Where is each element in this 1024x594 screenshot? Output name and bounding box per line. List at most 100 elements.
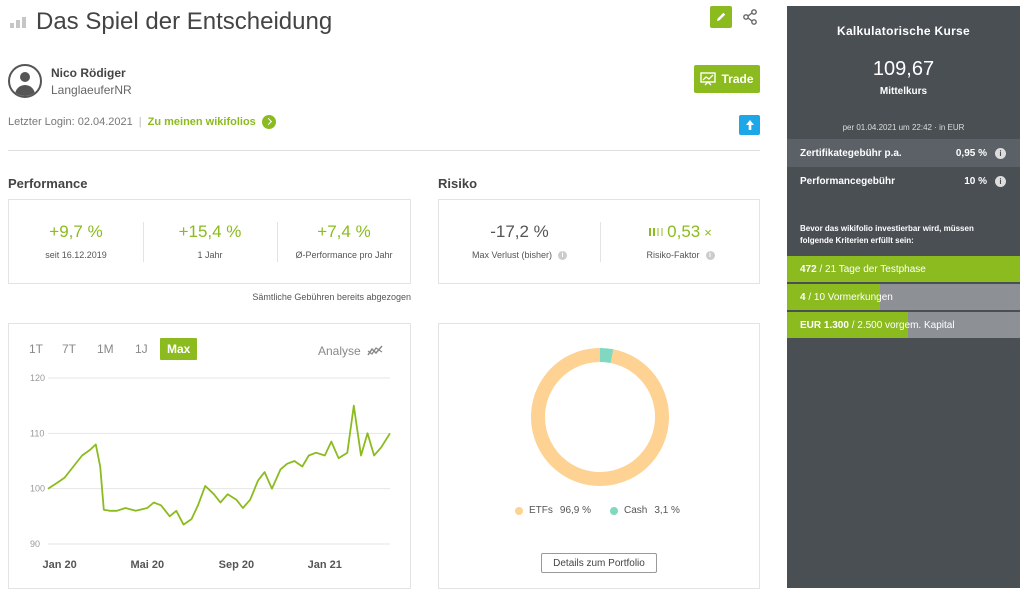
stat-label: Risiko-Faktor [646, 250, 700, 260]
login-row: Letzter Login: 02.04.2021 | Zu meinen wi… [8, 115, 276, 129]
info-icon[interactable]: i [705, 251, 715, 261]
divider [8, 150, 760, 151]
progress-fill [787, 312, 909, 338]
range-button-7t[interactable]: 7T [62, 342, 77, 356]
arrow-up-icon [745, 120, 754, 130]
info-icon[interactable]: i [995, 175, 1006, 187]
progress-current: EUR 1.300 [800, 320, 849, 331]
stat-avg-per-year: +7,4 % Ø-Performance pro Jahr [277, 200, 411, 284]
y-tick-label: 120 [30, 373, 45, 383]
stat-label: Max Verlust (bisher) [471, 250, 553, 260]
progress-rest: / 10 Vormerkungen [805, 292, 893, 303]
risk-bars-icon [649, 228, 664, 236]
edit-button[interactable] [710, 6, 732, 28]
user-avatar-icon[interactable] [8, 64, 42, 98]
risk-heading: Risiko [438, 176, 478, 191]
analyse-button[interactable]: Analyse [318, 344, 383, 358]
separator: | [138, 116, 142, 128]
portfolio-details-button[interactable]: Details zum Portfolio [541, 553, 657, 573]
legend-etfs: ETFs 96,9 % [515, 505, 591, 516]
donut-slice-cash[interactable] [599, 348, 614, 364]
y-tick-label: 110 [30, 428, 44, 438]
x-tick-label: Jan 21 [308, 559, 342, 571]
donut-slice-etfs[interactable] [531, 348, 669, 486]
range-button-1j[interactable]: 1J [135, 342, 148, 356]
progress-current: 472 [800, 264, 817, 275]
legend-value: 96,9 % [559, 505, 592, 516]
chart-analysis-icon [367, 345, 383, 356]
stat-risk-factor: 0,53 × Risiko-Faktor i [600, 200, 761, 284]
stat-label: 1 Jahr [197, 250, 223, 260]
range-button-1m[interactable]: 1M [97, 342, 114, 356]
risk-card: -17,2 % Max Verlust (bisher) i 0,53 × Risi… [438, 199, 760, 284]
x-tick-label: Sep 20 [219, 559, 254, 571]
legend-cash: Cash 3,1 % [610, 505, 680, 516]
progress-test-phase: 472 / 21 Tage der Testphase [787, 256, 1020, 282]
portfolio-donut-chart[interactable] [525, 342, 675, 492]
stat-value: +15,4 % [178, 222, 242, 241]
fee-label: Performancegebühr [800, 175, 896, 187]
my-wikifolios-link[interactable]: Zu meinen wikifolios [147, 116, 256, 128]
stat-label: seit 16.12.2019 [45, 250, 107, 260]
stat-one-year: +15,4 % 1 Jahr [143, 200, 277, 284]
legend-value: 3,1 % [654, 505, 680, 516]
presentation-chart-icon [700, 72, 717, 86]
price-date: per 01.04.2021 um 22:42 · in EUR [842, 123, 965, 132]
arrow-right-circle-icon[interactable] [261, 115, 276, 129]
stat-max-loss: -17,2 % Max Verlust (bisher) i [439, 200, 600, 284]
stat-value: -17,2 % [490, 222, 549, 241]
legend-label: Cash [624, 505, 648, 516]
bar-chart-icon [10, 16, 26, 28]
range-button-max[interactable]: Max [160, 338, 198, 360]
stat-since-start: +9,7 % seit 16.12.2019 [9, 200, 143, 284]
stat-label: Ø-Performance pro Jahr [295, 250, 393, 260]
legend-label: ETFs [529, 505, 553, 516]
progress-capital: EUR 1.300 / 2.500 vorgem. Kapital [787, 312, 1020, 338]
info-icon[interactable]: i [995, 147, 1006, 159]
fee-row-performance: Performancegebühr 10 % i [787, 167, 1020, 195]
analyse-label: Analyse [318, 344, 361, 358]
progress-rest: / 21 Tage der Testphase [816, 264, 926, 275]
fee-label: Zertifikategebühr p.a. [800, 147, 902, 159]
share-icon[interactable] [741, 8, 759, 26]
price-sidebar: Kalkulatorische Kurse 109,67 Mittelkurs … [787, 6, 1020, 588]
risk-factor-suffix: × [704, 224, 712, 240]
user-name[interactable]: Nico Rödiger [51, 65, 126, 80]
stat-value: +9,7 % [49, 222, 103, 241]
user-info: Nico Rödiger LanglaeuferNR [8, 64, 132, 98]
x-tick-label: Jan 20 [42, 559, 76, 571]
portfolio-card [438, 323, 760, 589]
risk-factor-value: 0,53 [667, 222, 701, 241]
progress-fill [787, 284, 881, 310]
stat-value: +7,4 % [317, 222, 371, 241]
trade-button[interactable]: Trade [694, 65, 760, 93]
series-line[interactable] [47, 404, 391, 526]
sidebar-title: Kalkulatorische Kurse [836, 24, 970, 38]
main-content: Das Spiel der Entscheidung Nico Rödiger … [0, 0, 775, 594]
fee-value: 0,95 % [955, 147, 987, 159]
performance-heading: Performance [8, 176, 88, 191]
page-title: Das Spiel der Entscheidung [36, 8, 333, 35]
scroll-up-button[interactable] [739, 115, 760, 135]
progress-reservations: 4 / 10 Vormerkungen [787, 284, 1020, 310]
mid-price-label: Mittelkurs [879, 86, 928, 97]
title-row: Das Spiel der Entscheidung [10, 8, 332, 36]
progress-current: 4 [800, 292, 806, 303]
criteria-text: Bevor das wikifolio investierbar wird, m… [800, 224, 974, 245]
pencil-icon [717, 12, 726, 21]
performance-card: +9,7 % seit 16.12.2019 +15,4 % 1 Jahr +7… [8, 199, 411, 284]
user-nickname: LanglaeuferNR [51, 82, 132, 97]
y-tick-label: 100 [30, 484, 45, 494]
x-tick-label: Mai 20 [130, 559, 164, 571]
fee-row-certificate: Zertifikategebühr p.a. 0,95 % i [787, 139, 1020, 167]
mid-price: 109,67 [872, 58, 935, 80]
progress-rest: / 2.500 vorgem. Kapital [848, 320, 955, 331]
fee-note: Sämtliche Gebühren bereits abgezogen [252, 292, 411, 302]
fee-value: 10 % [964, 175, 987, 187]
info-icon[interactable]: i [558, 251, 568, 261]
range-button-1t[interactable]: 1T [29, 342, 44, 356]
trade-label: Trade [721, 72, 754, 86]
y-tick-label: 90 [30, 539, 40, 549]
chart-card [8, 323, 411, 589]
